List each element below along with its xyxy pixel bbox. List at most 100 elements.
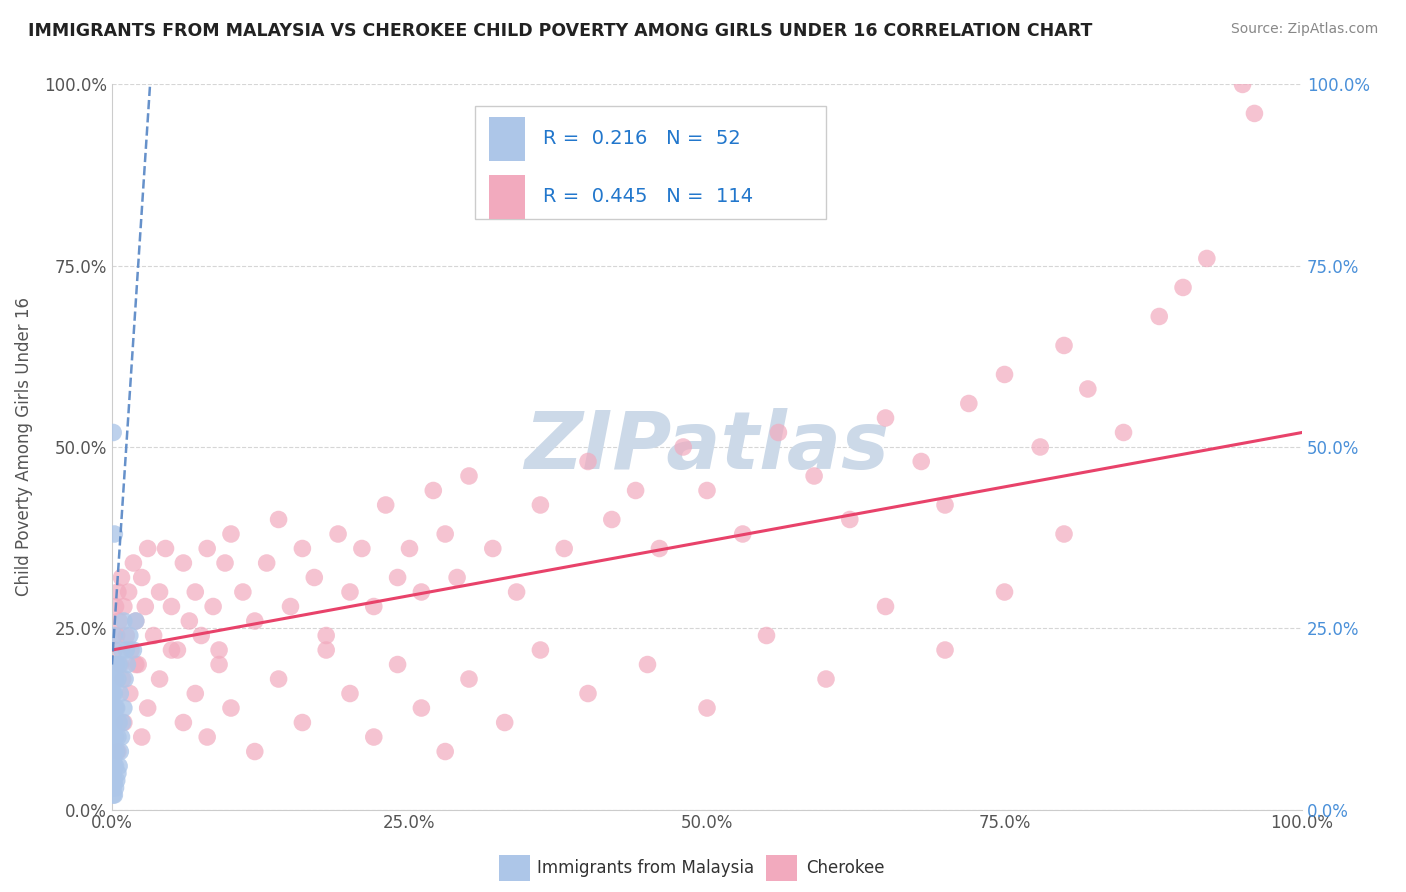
Point <box>101 425 124 440</box>
Point <box>108 657 131 672</box>
Point <box>112 614 135 628</box>
Point <box>101 715 124 730</box>
Point <box>505 585 527 599</box>
Point <box>112 701 135 715</box>
Point <box>107 745 129 759</box>
Text: Immigrants from Malaysia: Immigrants from Malaysia <box>537 859 754 877</box>
Bar <box>489 175 524 219</box>
Text: R =  0.216   N =  52: R = 0.216 N = 52 <box>543 129 741 148</box>
Point <box>315 643 337 657</box>
Point <box>875 599 897 614</box>
Point <box>267 512 290 526</box>
Point <box>280 599 302 614</box>
Point <box>127 657 149 672</box>
Point <box>934 643 956 657</box>
Point <box>101 752 124 766</box>
Point <box>195 730 218 744</box>
Point <box>243 745 266 759</box>
Point <box>101 766 124 780</box>
Point <box>202 599 225 614</box>
Point <box>214 556 236 570</box>
Point <box>101 723 124 737</box>
Point <box>118 686 141 700</box>
Point <box>291 715 314 730</box>
Point <box>103 788 125 802</box>
Point <box>993 585 1015 599</box>
Point <box>101 780 124 795</box>
Point <box>696 483 718 498</box>
Point <box>256 556 278 570</box>
Point <box>1112 425 1135 440</box>
Point <box>957 396 980 410</box>
Point <box>103 527 125 541</box>
Point <box>1053 527 1076 541</box>
Point <box>112 715 135 730</box>
Point <box>108 614 131 628</box>
Point <box>148 585 170 599</box>
Point <box>1195 252 1218 266</box>
Point <box>105 657 128 672</box>
Point <box>1077 382 1099 396</box>
Point <box>458 672 481 686</box>
Y-axis label: Child Poverty Among Girls Under 16: Child Poverty Among Girls Under 16 <box>15 298 32 597</box>
Point <box>104 730 127 744</box>
Text: IMMIGRANTS FROM MALAYSIA VS CHEROKEE CHILD POVERTY AMONG GIRLS UNDER 16 CORRELAT: IMMIGRANTS FROM MALAYSIA VS CHEROKEE CHI… <box>28 22 1092 40</box>
Point <box>576 686 599 700</box>
Point <box>107 672 129 686</box>
Point <box>101 773 124 788</box>
Point <box>111 672 134 686</box>
Point <box>422 483 444 498</box>
Point <box>411 585 433 599</box>
Point <box>637 657 659 672</box>
Point <box>103 643 125 657</box>
Point <box>107 766 129 780</box>
Point <box>814 672 837 686</box>
Point <box>115 643 138 657</box>
Point <box>576 454 599 468</box>
Point <box>434 745 457 759</box>
Point <box>103 657 125 672</box>
Point <box>125 657 148 672</box>
Bar <box>489 117 524 161</box>
Point <box>120 643 142 657</box>
Text: Source: ZipAtlas.com: Source: ZipAtlas.com <box>1230 22 1378 37</box>
Point <box>184 585 207 599</box>
Point <box>110 745 132 759</box>
Point <box>1053 338 1076 352</box>
Point <box>125 614 148 628</box>
Point <box>104 672 127 686</box>
Point <box>219 527 242 541</box>
Point <box>838 512 860 526</box>
Point <box>243 614 266 628</box>
Point <box>374 498 396 512</box>
Point <box>696 701 718 715</box>
Point <box>166 643 188 657</box>
Point <box>291 541 314 556</box>
Point <box>160 643 183 657</box>
Point <box>219 701 242 715</box>
Point <box>105 745 128 759</box>
Point <box>104 780 127 795</box>
Point <box>142 628 165 642</box>
Text: ZIPatlas: ZIPatlas <box>524 408 890 486</box>
Point <box>101 672 124 686</box>
Point <box>1232 78 1254 92</box>
Point <box>648 541 671 556</box>
Point <box>101 701 124 715</box>
Point <box>101 759 124 773</box>
Point <box>110 657 132 672</box>
Point <box>803 469 825 483</box>
Point <box>304 570 326 584</box>
Point <box>350 541 373 556</box>
Point <box>363 599 385 614</box>
Point <box>117 657 139 672</box>
Point <box>125 614 148 628</box>
Point <box>110 570 132 584</box>
Point <box>529 498 551 512</box>
Point <box>112 599 135 614</box>
Point <box>155 541 177 556</box>
Point <box>107 730 129 744</box>
Point <box>105 773 128 788</box>
Point <box>232 585 254 599</box>
Text: Cherokee: Cherokee <box>806 859 884 877</box>
